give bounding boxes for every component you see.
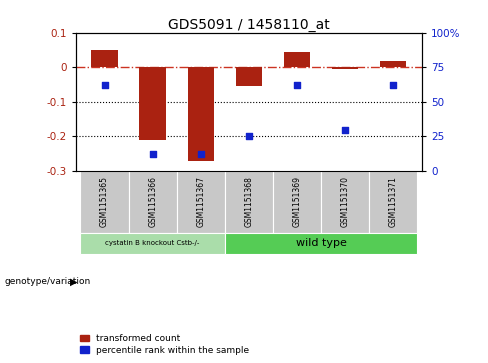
- Bar: [321, 171, 369, 233]
- Text: GSM1151365: GSM1151365: [100, 176, 109, 227]
- Text: GSM1151369: GSM1151369: [292, 176, 302, 227]
- Text: wild type: wild type: [296, 238, 346, 248]
- Bar: [91, 50, 118, 67]
- Bar: [380, 61, 407, 67]
- Text: GSM1151366: GSM1151366: [148, 176, 157, 227]
- Legend: transformed count, percentile rank within the sample: transformed count, percentile rank withi…: [80, 334, 249, 355]
- Bar: [225, 233, 417, 254]
- Bar: [140, 67, 166, 140]
- Text: genotype/variation: genotype/variation: [5, 277, 91, 286]
- Text: cystatin B knockout Cstb-/-: cystatin B knockout Cstb-/-: [105, 240, 200, 246]
- Point: [149, 152, 157, 158]
- Point: [293, 82, 301, 88]
- Text: GSM1151367: GSM1151367: [196, 176, 205, 227]
- Bar: [225, 171, 273, 233]
- Point: [341, 127, 349, 132]
- Bar: [369, 171, 417, 233]
- Title: GDS5091 / 1458110_at: GDS5091 / 1458110_at: [168, 18, 330, 32]
- Bar: [332, 67, 358, 69]
- Bar: [236, 67, 262, 86]
- Text: GSM1151370: GSM1151370: [341, 176, 349, 227]
- Point: [101, 82, 108, 88]
- Bar: [81, 171, 128, 233]
- Point: [245, 134, 253, 139]
- Bar: [187, 67, 214, 161]
- Point: [389, 82, 397, 88]
- Bar: [284, 52, 310, 67]
- Text: ▶: ▶: [70, 276, 77, 286]
- Text: GSM1151368: GSM1151368: [244, 176, 253, 227]
- Bar: [81, 233, 225, 254]
- Point: [197, 152, 204, 158]
- Bar: [273, 171, 321, 233]
- Bar: [177, 171, 225, 233]
- Bar: [128, 171, 177, 233]
- Text: GSM1151371: GSM1151371: [389, 176, 398, 227]
